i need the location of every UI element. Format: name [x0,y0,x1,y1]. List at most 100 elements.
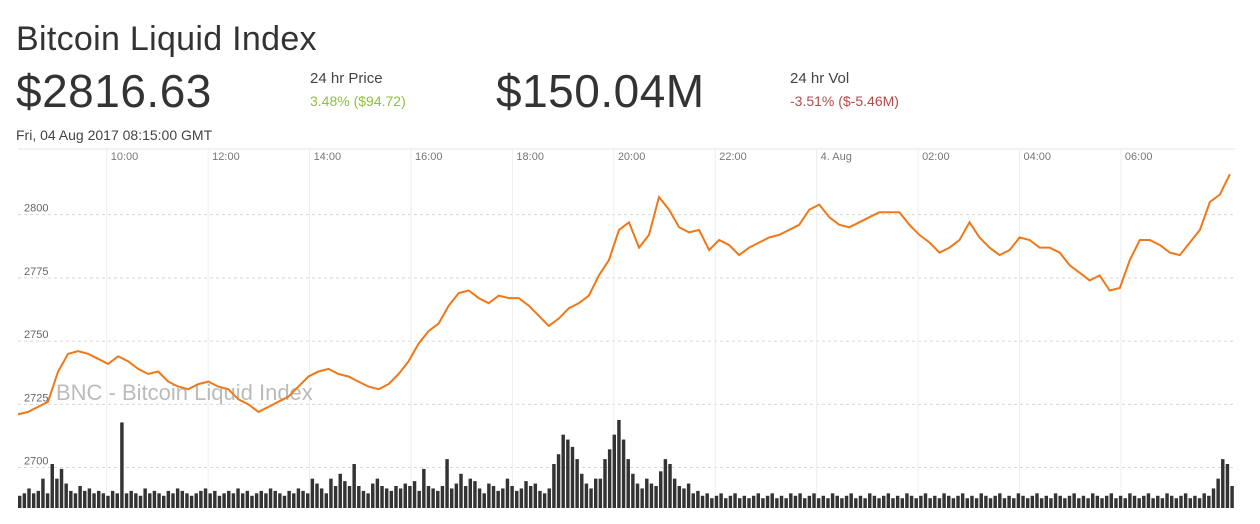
volume-bar [993,495,997,508]
volume-bar [844,495,849,508]
volume-bar [960,493,965,508]
volume-bar [324,493,329,508]
volume-bar [659,471,663,508]
volume-bar [1211,488,1216,508]
volume-change: -3.51% ($-5.46M) [790,93,899,109]
volume-bar [519,488,524,508]
volume-bar [1151,498,1155,508]
volume-bar [426,486,431,508]
volume-bar [793,495,798,508]
volume-bar [1160,498,1165,508]
volume-bar [835,495,839,508]
volume-bar [691,493,695,508]
volume-bar [1114,498,1118,508]
volume-bar [101,493,106,508]
x-tick-label: 10:00 [111,151,139,163]
volume-bar [575,459,579,508]
y-tick-label: 2800 [24,203,48,215]
volume-bar [672,478,677,508]
volume-bar [1058,495,1062,508]
volume-bar [254,493,259,508]
volume-bar [185,493,189,508]
volume-bar [1165,493,1169,508]
volume-bar [528,486,533,508]
volume-bar [947,495,951,508]
volume-bar [928,498,932,508]
volume-bar [849,493,853,508]
volume-bar [830,493,835,508]
volume-bar [1081,495,1086,508]
volume-bar [914,498,918,508]
volume-bar [886,493,891,508]
volume-bar [78,486,82,508]
volume-bar [877,498,881,508]
volume-bar [175,488,180,508]
price-label: 24 hr Price [310,70,383,87]
volume-bar [477,488,482,508]
volume-bar [552,464,556,508]
volume-bar [696,490,700,508]
volume-bar [515,490,519,508]
volume-bar [1207,495,1211,508]
volume-bar [227,490,231,508]
volume-bar [1002,498,1007,508]
volume-bar [412,481,417,508]
volume-bar [1225,464,1230,508]
volume-bar [826,498,830,508]
x-tick-label: 12:00 [212,151,240,163]
volume-bar [779,495,784,508]
price-line[interactable] [17,173,1231,416]
volume-bar [22,493,27,508]
volume-bar [1197,498,1202,508]
volume-bar [589,488,593,508]
volume-bar [278,493,282,508]
volume-bar [724,498,728,508]
volume-bar [756,493,761,508]
volume-bar [868,493,872,508]
volume-bar [770,493,774,508]
volume-bar [491,486,496,508]
volume-bar [1095,495,1100,508]
volume-bar [784,498,788,508]
volume-bar [872,495,877,508]
volume-bar [988,498,993,508]
volume-bar [83,490,87,508]
volume-bar [858,495,863,508]
volume-bar [570,446,575,508]
volume-bar [482,493,486,508]
volume-bar [329,478,333,508]
volume-bar [1174,498,1179,508]
x-tick-label: 02:00 [922,151,950,163]
volume-bar [333,486,338,508]
volume-bar [524,481,528,508]
x-tick-label: 20:00 [618,151,646,163]
volume-bar [292,493,296,508]
volume-stat: 24 hr Vol -3.51% ($-5.46M) [790,70,899,109]
price-chart[interactable]: 2800 2775 2750 2725 2700 10:00 12:00 14:00 16:0… [0,148,1260,518]
current-volume: $150.04M [496,65,705,117]
y-gridlines: 2800 2775 2750 2725 2700 [18,203,1235,469]
volume-bar [742,495,747,508]
price-change: 3.48% ($94.72) [310,93,406,109]
volume-bar [775,498,779,508]
volume-bar [408,486,412,508]
volume-bar [436,490,440,508]
volume-bar [821,495,826,508]
volume-bar [798,493,802,508]
volume-bar [617,420,621,508]
volume-bar [27,488,31,508]
volume-bar [36,490,41,508]
volume-bar [923,493,928,508]
volume-bar [343,481,347,508]
volume-bar [1091,493,1095,508]
volume-bar [245,490,250,508]
volume-bar [933,495,937,508]
x-tick-label: 04:00 [1023,151,1051,163]
volume-bar [1016,493,1021,508]
volume-bar [459,473,463,508]
volume-bar [59,468,64,508]
price-stat: 24 hr Price 3.48% ($94.72) [310,70,406,109]
volume-bar [812,493,816,508]
x-gridlines: 10:00 12:00 14:00 16:00 18:00 20:00 22:00 4. Au… [106,149,1152,508]
x-tick-label: 16:00 [415,151,443,163]
